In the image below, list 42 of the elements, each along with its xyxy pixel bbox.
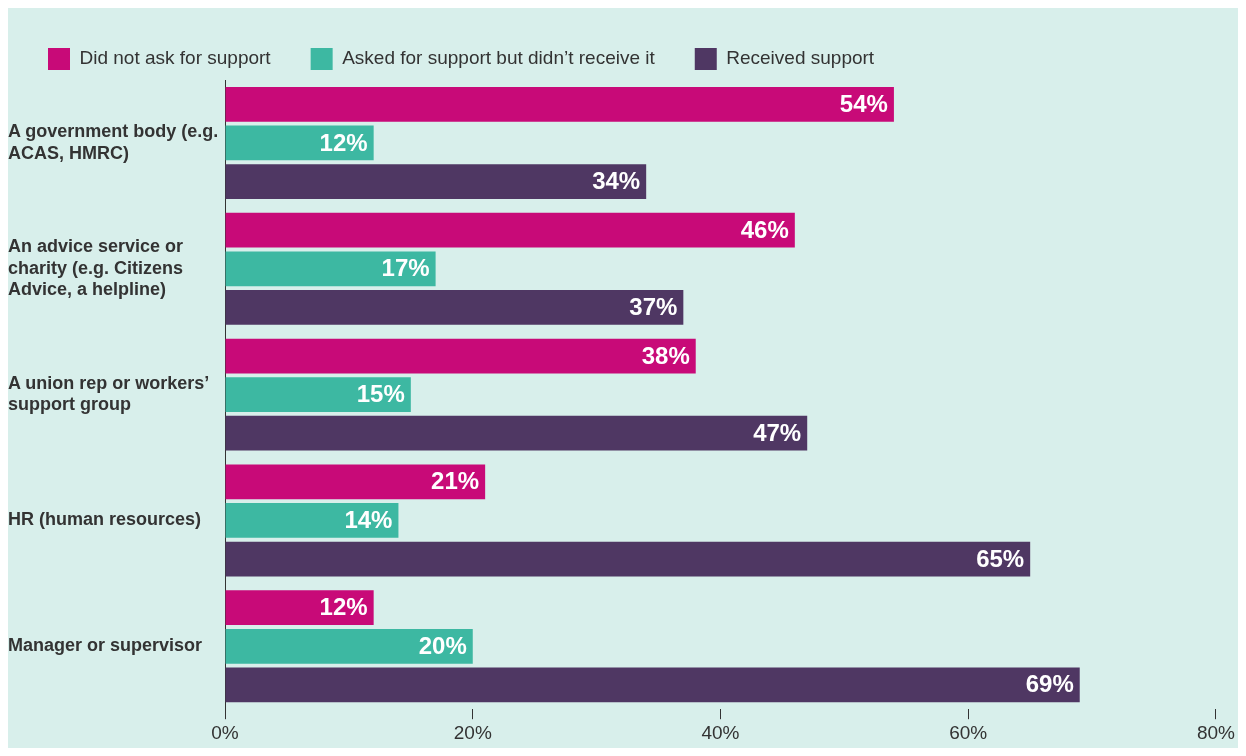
y-tick-label: HR (human resources) bbox=[8, 509, 202, 530]
x-tick-label: 60% bbox=[949, 721, 988, 743]
data-label: 34% bbox=[592, 167, 641, 195]
data-label: 69% bbox=[1025, 670, 1074, 698]
legend-label: Did not ask for support bbox=[79, 47, 272, 69]
bar bbox=[225, 464, 486, 500]
bar bbox=[225, 212, 795, 248]
data-label: 54% bbox=[839, 89, 888, 117]
data-label: 12% bbox=[319, 593, 368, 621]
y-tick-label: A union rep or workers’ support group bbox=[8, 372, 210, 415]
bar bbox=[225, 377, 411, 412]
legend-label: Asked for support but didn’t receive it bbox=[342, 47, 656, 69]
bar bbox=[225, 338, 696, 374]
legend-label: Received support bbox=[726, 47, 875, 69]
data-label: 47% bbox=[753, 418, 802, 446]
y-tick-label: A government body (e.g. ACAS, HMRC) bbox=[8, 121, 219, 163]
x-tick-label: 20% bbox=[453, 721, 492, 743]
bar bbox=[225, 164, 647, 199]
data-label: 46% bbox=[740, 215, 789, 243]
bar bbox=[225, 628, 473, 664]
bar bbox=[225, 251, 436, 287]
y-tick-label: An advice service or charity (e.g. Citizens Advice, a helpline) bbox=[8, 236, 184, 300]
x-tick-label: 80% bbox=[1196, 721, 1236, 743]
data-label: 20% bbox=[418, 631, 467, 659]
bar bbox=[225, 86, 894, 122]
bar bbox=[225, 503, 399, 538]
bar bbox=[225, 289, 684, 325]
data-label: 21% bbox=[431, 467, 480, 495]
x-tick-label: 40% bbox=[701, 721, 740, 743]
data-label: 15% bbox=[356, 380, 405, 408]
bar bbox=[225, 590, 374, 626]
data-label: 14% bbox=[344, 506, 393, 534]
bar bbox=[225, 667, 1080, 703]
y-tick-label: Manager or supervisor bbox=[8, 635, 203, 656]
bar bbox=[225, 541, 1031, 577]
bar bbox=[225, 415, 808, 451]
data-label: 38% bbox=[641, 341, 690, 369]
data-label: 17% bbox=[381, 254, 430, 282]
data-label: 12% bbox=[319, 128, 368, 156]
data-label: 65% bbox=[976, 544, 1025, 572]
data-label: 37% bbox=[629, 292, 678, 320]
x-tick-label: 0% bbox=[211, 721, 239, 743]
